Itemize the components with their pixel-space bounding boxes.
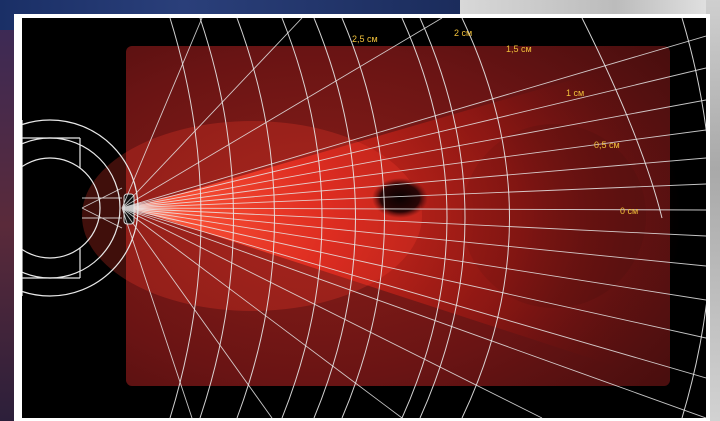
depth-label-0-5: 0,5 см [594,140,620,150]
depth-arcs [169,18,706,418]
depth-label-2-5: 2,5 см [352,34,378,44]
laser-depth-figure: 2,5 см 2 см 1,5 см 1 см 0,5 см 0 см [22,18,706,418]
radial-grid [81,18,706,418]
depth-label-1: 1 см [566,88,584,98]
depth-label-2: 2 см [454,28,472,38]
cavity [372,178,428,218]
figure-canvas: 2,5 см 2 см 1,5 см 1 см 0,5 см 0 см [22,18,706,418]
depth-label-1-5: 1,5 см [506,44,532,54]
depth-label-0: 0 см [620,206,638,216]
laser-beam [130,48,682,388]
